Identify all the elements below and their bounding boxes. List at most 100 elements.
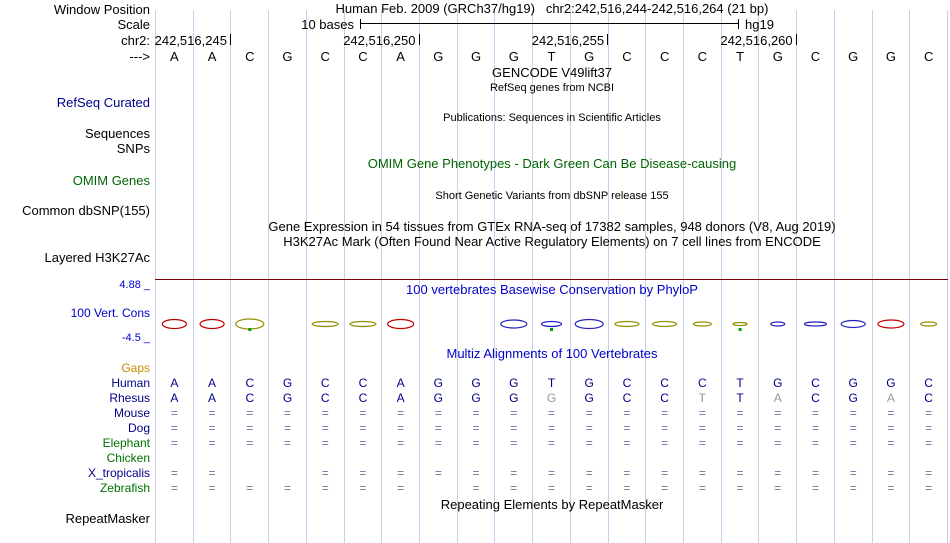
species-label-x-tropicalis[interactable]: X_tropicalis (87, 466, 150, 480)
alignment-cell: C (245, 376, 255, 390)
track-label-repeatmasker[interactable]: RepeatMasker (65, 511, 150, 526)
alignment-cell: = (547, 436, 555, 450)
track-title-repeatmasker[interactable]: Repeating Elements by RepeatMasker (440, 497, 664, 512)
species-label-chicken[interactable]: Chicken (106, 451, 150, 465)
alignment-cell: = (849, 421, 857, 435)
track-title-multiz[interactable]: Multiz Alignments of 100 Vertebrates (446, 346, 658, 361)
alignment-cell: = (170, 481, 178, 495)
base-gridline (909, 10, 911, 543)
species-label-zebrafish[interactable]: Zebrafish (99, 481, 150, 495)
alignment-cell: = (434, 421, 442, 435)
alignment-cell: G (282, 391, 293, 405)
species-label-rhesus[interactable]: Rhesus (109, 391, 150, 405)
track-title-dbsnp[interactable]: Short Genetic Variants from dbSNP releas… (435, 190, 669, 202)
alignment-cell: C (811, 376, 820, 390)
track-label-omim-genes[interactable]: OMIM Genes (72, 173, 150, 188)
alignment-cell: = (472, 406, 480, 420)
alignment-cell: = (698, 421, 706, 435)
position-tick-label: 242,516,255 (531, 33, 605, 48)
sequence-base: C (245, 49, 255, 64)
alignment-cell: = (811, 466, 819, 480)
conservation-max-label: 4.88 _ (119, 279, 150, 291)
species-label-gaps[interactable]: Gaps (121, 361, 150, 375)
track-label-sequences[interactable]: Sequences (84, 126, 150, 141)
alignment-cell: A (886, 391, 895, 405)
alignment-cell: = (623, 406, 631, 420)
alignment-cell: = (359, 436, 367, 450)
species-label-dog[interactable]: Dog (127, 421, 150, 435)
track-title-h3k27ac[interactable]: H3K27Ac Mark (Often Found Near Active Re… (283, 234, 821, 249)
alignment-cell: C (924, 376, 933, 390)
alignment-cell: = (585, 481, 593, 495)
track-title-publications[interactable]: Publications: Sequences in Scientific Ar… (443, 112, 661, 124)
track-label-100-vert-cons[interactable]: 100 Vert. Cons (70, 306, 150, 320)
track-label-refseq-curated[interactable]: RefSeq Curated (56, 95, 150, 110)
alignment-cell: = (359, 481, 367, 495)
alignment-cell: = (736, 436, 744, 450)
position-tick-mark (229, 34, 231, 45)
track-label-layered-h3k27ac[interactable]: Layered H3K27Ac (44, 250, 150, 265)
track-label-snps[interactable]: SNPs (116, 141, 150, 156)
track-title-gencode[interactable]: GENCODE V49lift37 (492, 65, 612, 80)
alignment-cell: A (170, 376, 179, 390)
alignment-cell: G (848, 376, 858, 390)
sequence-base: G (885, 49, 896, 64)
base-gridline (532, 10, 534, 543)
position-tick-mark (418, 34, 420, 45)
alignment-cell: G (848, 391, 858, 405)
alignment-cell: = (774, 436, 782, 450)
sequence-base: C (622, 49, 632, 64)
position-tick-label: 242,516,250 (343, 33, 416, 48)
species-label-elephant[interactable]: Elephant (102, 436, 150, 450)
base-gridline (833, 10, 835, 543)
alignment-cell: = (849, 466, 857, 480)
alignment-cell: = (397, 436, 405, 450)
base-gridline (305, 10, 307, 543)
base-gridline (419, 10, 420, 543)
track-title-gtex[interactable]: Gene Expression in 54 tissues from GTEx … (268, 219, 836, 234)
alignment-cell: A (396, 391, 405, 405)
track-title-phylop[interactable]: 100 vertebrates Basewise Conservation by… (406, 282, 698, 297)
alignment-cell: = (170, 421, 178, 435)
base-gridline (230, 10, 232, 543)
alignment-cell: C (622, 376, 632, 390)
track-subtitle-refseq[interactable]: RefSeq genes from NCBI (489, 82, 615, 94)
alignment-cell: = (585, 421, 593, 435)
alignment-cell: G (584, 391, 594, 405)
alignment-cell: = (208, 466, 216, 480)
sequence-base: T (736, 49, 745, 64)
alignment-cell: = (887, 421, 895, 435)
alignment-cell: = (736, 421, 744, 435)
alignment-cell: C (660, 391, 669, 405)
alignment-cell: T (736, 391, 744, 405)
sequence-base: C (358, 49, 368, 64)
alignment-cell: = (397, 421, 405, 435)
alignment-cell: = (510, 466, 518, 480)
alignment-cell: = (283, 421, 291, 435)
alignment-cell: = (283, 406, 291, 420)
alignment-cell: = (321, 466, 329, 480)
alignment-cell: = (472, 436, 480, 450)
base-gridline (645, 10, 647, 543)
alignment-cell: C (358, 376, 368, 390)
species-label-human[interactable]: Human (111, 376, 150, 390)
scale-label: Scale (117, 17, 150, 32)
alignment-cell: = (434, 406, 442, 420)
alignment-cell: = (623, 466, 631, 480)
conservation-wiggle (161, 318, 938, 331)
position-tick-label: 242,516,245 (154, 33, 227, 48)
alignment-cell: C (622, 391, 632, 405)
alignment-cell: = (359, 406, 367, 420)
alignment-cell: C (698, 376, 707, 390)
alignment-cell: = (736, 406, 744, 420)
species-label-mouse[interactable]: Mouse (113, 406, 150, 420)
alignment-cell: = (811, 421, 819, 435)
sequence-base: A (207, 49, 217, 64)
alignment-cell: T (547, 376, 556, 390)
track-title-omim[interactable]: OMIM Gene Phenotypes - Dark Green Can Be… (367, 156, 737, 171)
alignment-cell: C (924, 391, 933, 405)
alignment-cell: = (397, 466, 405, 480)
chrom-label: chr2: (121, 33, 150, 48)
track-label-common-dbsnp[interactable]: Common dbSNP(155) (22, 203, 150, 218)
alignment-cell: A (208, 376, 217, 390)
